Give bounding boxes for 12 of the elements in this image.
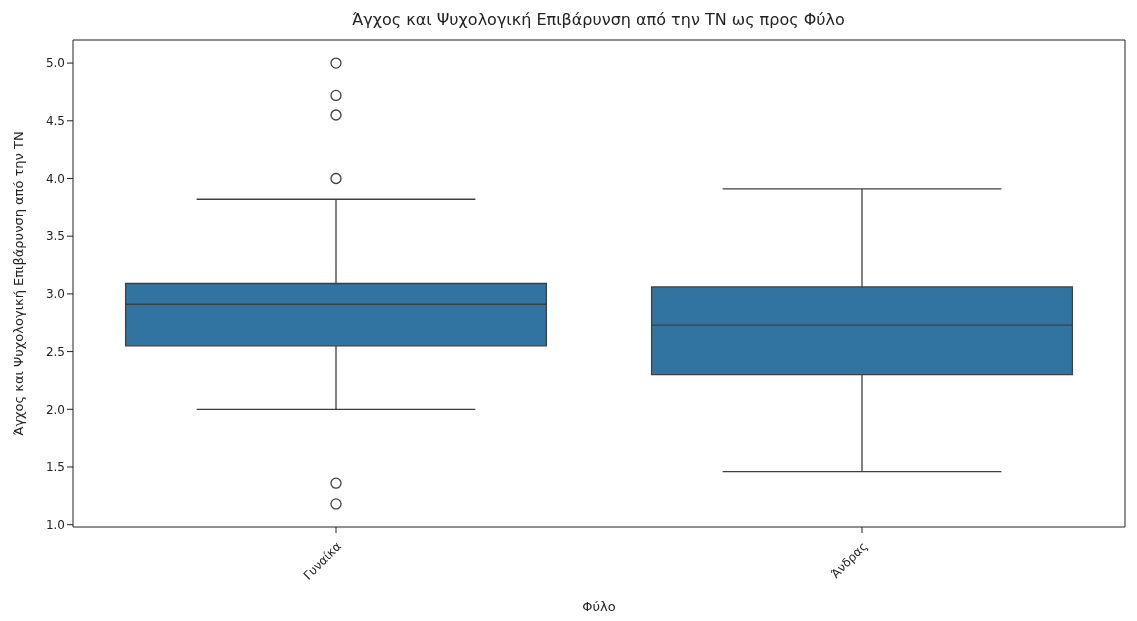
y-tick-label: 5.0 (45, 56, 65, 71)
y-tick-label: 1.5 (45, 460, 65, 475)
y-tick-label: 4.5 (45, 114, 65, 129)
y-tick-label: 2.5 (45, 344, 65, 359)
chart-title: Άγχος και Ψυχολογική Επιβάρυνση από την ΤΝ ως προς Φύλο (351, 9, 846, 31)
y-axis-title: Άγχος και Ψυχολογική Επιβάρυνση από την ΤΝ (10, 131, 26, 436)
y-tick-label: 3.0 (45, 287, 65, 302)
y-tick-label: 2.0 (45, 402, 65, 417)
y-tick-label: 1.0 (45, 517, 65, 532)
y-tick-label: 3.5 (45, 229, 65, 244)
x-axis-title: Φύλο (582, 599, 616, 614)
y-tick-label: 4.0 (45, 171, 65, 186)
